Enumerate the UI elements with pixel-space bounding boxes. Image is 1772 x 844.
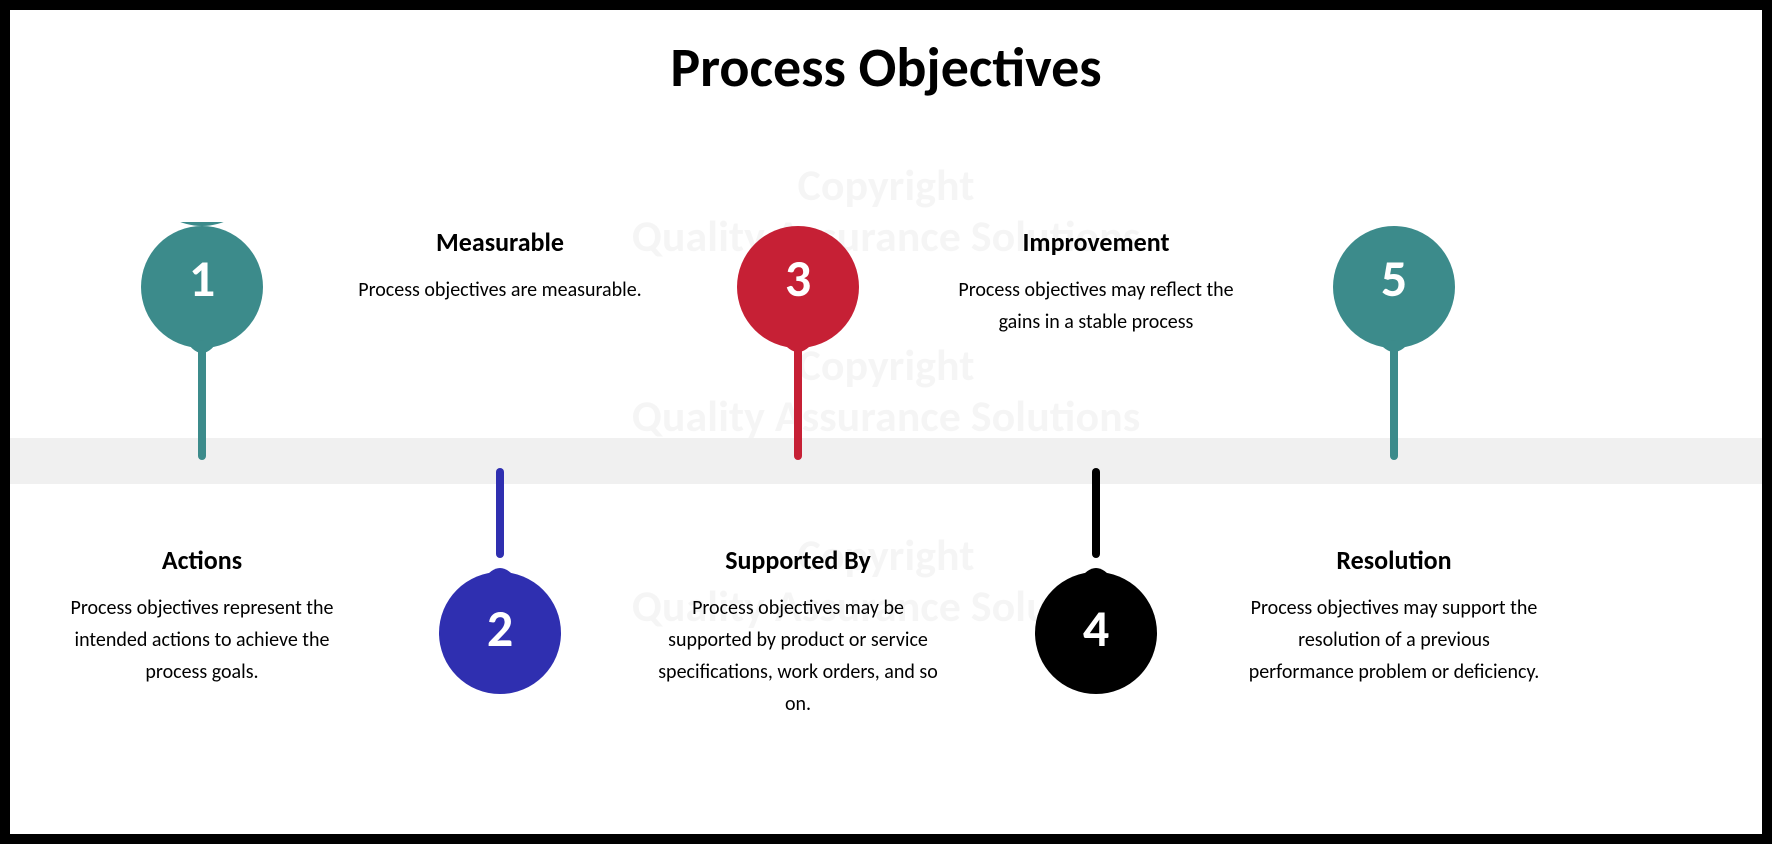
pin-tail-icon <box>733 340 863 468</box>
page-title: Process Objectives <box>10 34 1762 102</box>
heading-actions: Actions <box>52 544 352 576</box>
pin-actions: 1 <box>137 222 267 462</box>
block-improvement: Improvement Process objectives may refle… <box>946 226 1246 338</box>
pin-number: 2 <box>435 596 565 660</box>
slide-frame: Process Objectives Copyright Quality Ass… <box>0 0 1772 844</box>
body-measurable: Process objectives are measurable. <box>350 274 650 306</box>
pin-tail-icon <box>137 340 267 468</box>
pin-number: 5 <box>1329 246 1459 310</box>
pin-measurable: 2 <box>435 468 565 708</box>
body-improvement: Process objectives may reflect the gains… <box>946 274 1246 338</box>
pin-tail-icon <box>1031 468 1161 558</box>
timeline-bar <box>10 438 1762 484</box>
heading-measurable: Measurable <box>350 226 650 258</box>
heading-improvement: Improvement <box>946 226 1246 258</box>
watermark-brand: Quality Assurance Solutions <box>632 391 1141 442</box>
body-supported-by: Process objectives may be supported by p… <box>648 592 948 720</box>
pin-improvement: 4 <box>1031 468 1161 708</box>
heading-supported-by: Supported By <box>648 544 948 576</box>
block-supported-by: Supported By Process objectives may be s… <box>648 544 948 720</box>
heading-resolution: Resolution <box>1244 544 1544 576</box>
pin-supported-by: 3 <box>733 222 863 462</box>
body-actions: Process objectives represent the intende… <box>52 592 352 688</box>
block-measurable: Measurable Process objectives are measur… <box>350 226 650 306</box>
pin-number: 1 <box>137 246 267 310</box>
pin-tail-icon <box>1329 340 1459 468</box>
watermark-2: Copyright Quality Assurance Solutions <box>632 340 1141 441</box>
corner-accent-icon <box>0 774 10 834</box>
pin-resolution: 5 <box>1329 222 1459 462</box>
watermark-copyright: Copyright <box>632 160 1141 211</box>
body-resolution: Process objectives may support the resol… <box>1244 592 1544 688</box>
block-actions: Actions Process objectives represent the… <box>52 544 352 688</box>
pin-tail-icon <box>435 468 565 558</box>
watermark-copyright: Copyright <box>632 340 1141 391</box>
pin-number: 4 <box>1031 596 1161 660</box>
block-resolution: Resolution Process objectives may suppor… <box>1244 544 1544 688</box>
pin-number: 3 <box>733 246 863 310</box>
